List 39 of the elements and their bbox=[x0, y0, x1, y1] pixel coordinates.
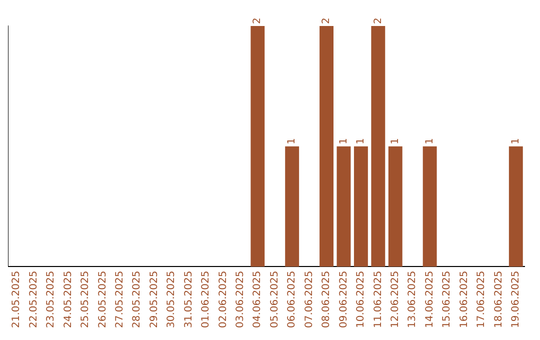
data-label: 2 bbox=[321, 18, 332, 24]
x-tick-label: 30.05.2025 bbox=[166, 270, 178, 328]
x-tick-label: 25.05.2025 bbox=[80, 270, 92, 328]
x-tick-label: 05.06.2025 bbox=[269, 270, 280, 328]
x-tick-label: 31.05.2025 bbox=[183, 270, 194, 328]
x-tick-label: 16.06.2025 bbox=[458, 270, 470, 328]
data-label: 2 bbox=[372, 18, 384, 24]
x-tick-label: 24.05.2025 bbox=[62, 270, 74, 328]
x-tick-label: 13.06.2025 bbox=[407, 270, 418, 328]
x-tick-label: 08.06.2025 bbox=[321, 270, 332, 328]
x-tick-label: 06.06.2025 bbox=[286, 270, 298, 328]
x-tick-label: 01.06.2025 bbox=[200, 270, 212, 328]
x-tick-label: 19.06.2025 bbox=[510, 270, 522, 328]
x-tick-label: 17.06.2025 bbox=[476, 270, 488, 328]
x-tick-label: 02.06.2025 bbox=[218, 270, 229, 328]
data-label: 1 bbox=[510, 138, 522, 144]
x-tick-label: 14.06.2025 bbox=[424, 270, 436, 328]
x-tick-label: 21.05.2025 bbox=[11, 270, 22, 328]
x-tick-label: 29.05.2025 bbox=[148, 270, 160, 328]
x-tick-label: 03.06.2025 bbox=[235, 270, 246, 328]
data-label: 1 bbox=[356, 138, 367, 144]
data-label: 2 bbox=[252, 18, 264, 24]
x-tick-label: 23.05.2025 bbox=[46, 270, 57, 328]
x-tick-label: 18.06.2025 bbox=[493, 270, 504, 328]
x-tick-label: 10.06.2025 bbox=[356, 270, 367, 328]
x-tick-label: 15.06.2025 bbox=[442, 270, 453, 328]
x-tick-label: 11.06.2025 bbox=[372, 270, 384, 328]
x-tick-label: 07.06.2025 bbox=[304, 270, 315, 328]
data-label: 1 bbox=[338, 138, 350, 144]
x-tick-label: 12.06.2025 bbox=[390, 270, 401, 328]
x-tick-label: 04.06.2025 bbox=[252, 270, 264, 328]
data-label: 1 bbox=[424, 138, 436, 144]
x-tick-label: 28.05.2025 bbox=[132, 270, 143, 328]
data-label: 1 bbox=[390, 138, 401, 144]
x-tick-label: 26.05.2025 bbox=[97, 270, 108, 328]
x-tick-label: 27.05.2025 bbox=[114, 270, 126, 328]
x-tick-label: 22.05.2025 bbox=[28, 270, 40, 328]
data-label: 1 bbox=[286, 138, 298, 144]
x-tick-label: 09.06.2025 bbox=[338, 270, 350, 328]
